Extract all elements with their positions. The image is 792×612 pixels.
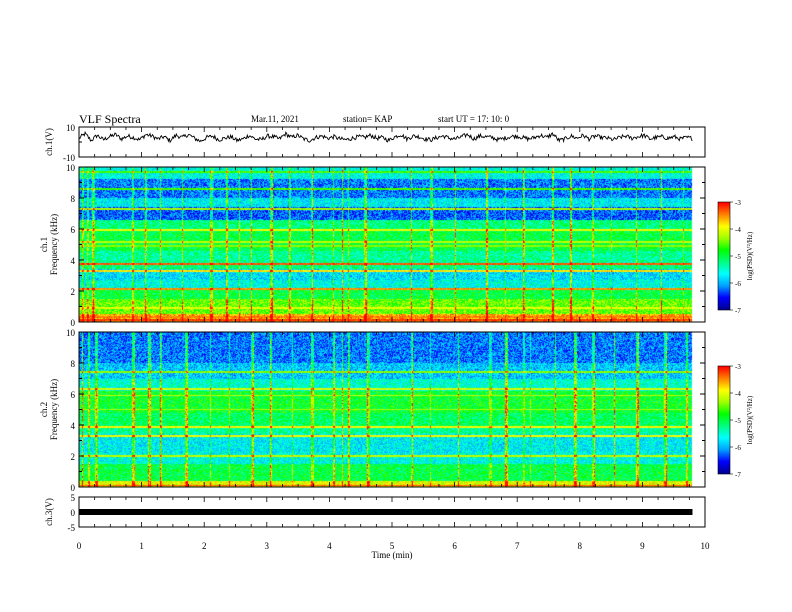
ch1-colorbar-tick-label: -3 <box>735 199 741 207</box>
ch2-colorbar-tick-label: -5 <box>735 417 741 425</box>
ch1-colorbar-label: log(PSD)(V²/Hz) <box>746 231 754 280</box>
x-tick-label: 5 <box>390 541 395 551</box>
ch2-colorbar-tick-label: -7 <box>735 471 741 479</box>
ch3-ylabel: ch.3(V) <box>44 498 54 526</box>
ch1-colorbar-gradient <box>718 202 730 310</box>
ch1-spectrogram-ytick-label: 8 <box>71 194 76 204</box>
x-tick-label: 10 <box>701 541 711 551</box>
ch2-colorbar-tick-label: -6 <box>735 444 741 452</box>
chart-title: VLF Spectra <box>79 112 141 126</box>
date-label: Mar.11, 2021 <box>251 114 299 124</box>
ch2-colorbar-tick-label: -4 <box>735 390 741 398</box>
ch2-colorbar-gradient <box>718 366 730 474</box>
x-tick-label: 7 <box>515 541 520 551</box>
ch2-spectrogram-ylabel: Frequency (kHz) <box>49 379 59 440</box>
ch2-spectrogram-ytick-label: 0 <box>71 483 76 493</box>
ch1-ylabel: ch.1(V) <box>44 128 54 156</box>
ch2-spectrogram-image <box>79 332 705 487</box>
ch1-spectrogram-ytick-label: 10 <box>66 163 76 173</box>
ch1-waveform-trace <box>78 130 693 144</box>
ch1-colorbar-tick-label: -4 <box>735 226 741 234</box>
ch1-spectrogram-ytick-label: 4 <box>71 256 76 266</box>
x-tick-label: 6 <box>452 541 457 551</box>
ch2-spectrogram-ylabel-channel: ch.2 <box>39 402 49 417</box>
ch1-ytick-label: 10 <box>66 123 76 133</box>
ch3-ytick-label: 0 <box>71 508 76 518</box>
ch1-colorbar-tick-label: -7 <box>735 307 741 315</box>
ch1-colorbar-tick-label: -6 <box>735 280 741 288</box>
ch3-ytick-label: 5 <box>71 493 76 503</box>
x-tick-label: 9 <box>640 541 645 551</box>
ch3-ytick-label: -5 <box>68 523 76 533</box>
x-tick-label: 4 <box>327 541 332 551</box>
ch2-spectrogram-ytick-label: 6 <box>71 390 76 400</box>
x-tick-label: 8 <box>578 541 583 551</box>
ch1-spectrogram-ytick-label: 2 <box>71 287 76 297</box>
ch2-spectrogram-ytick-label: 2 <box>71 452 76 462</box>
start-time-label: start UT = 17: 10: 0 <box>438 114 510 124</box>
x-tick-label: 1 <box>139 541 144 551</box>
station-label: station= KAP <box>343 114 393 124</box>
ch2-spectrogram-ytick-label: 4 <box>71 421 76 431</box>
x-tick-label: 3 <box>265 541 270 551</box>
ch3-waveform-trace <box>79 509 693 515</box>
ch1-colorbar-tick-label: -5 <box>735 253 741 261</box>
ch1-spectrogram-ylabel: Frequency (kHz) <box>49 214 59 275</box>
ch2-colorbar-tick-label: -3 <box>735 363 741 371</box>
x-axis-label: Time (min) <box>372 550 413 560</box>
ch1-spectrogram-ylabel-channel: ch.1 <box>39 237 49 252</box>
x-tick-label: 0 <box>77 541 82 551</box>
ch1-spectrogram-ytick-label: 0 <box>71 318 76 328</box>
ch2-colorbar-label: log(PSD)(V²/Hz) <box>746 395 754 444</box>
x-tick-label: 2 <box>202 541 207 551</box>
ch1-ytick-label: -10 <box>63 153 75 163</box>
ch1-spectrogram-ytick-label: 6 <box>71 225 76 235</box>
ch1-spectrogram-image <box>79 167 705 322</box>
ch2-spectrogram-ytick-label: 10 <box>66 328 76 338</box>
ch2-spectrogram-ytick-label: 8 <box>71 359 76 369</box>
